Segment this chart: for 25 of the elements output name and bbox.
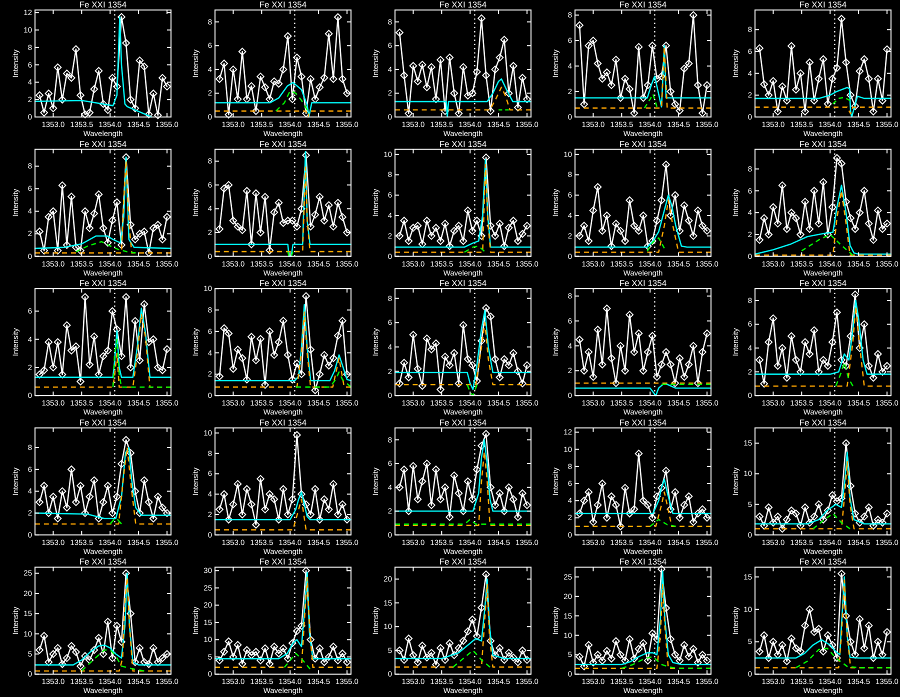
chart-title: Fe XXI 1354 <box>799 278 847 288</box>
chart-title: Fe XXI 1354 <box>799 0 847 10</box>
chart-title: Fe XXI 1354 <box>619 417 667 428</box>
chart-title: Fe XXI 1354 <box>79 417 127 428</box>
chart-title: Fe XXI 1354 <box>259 0 307 10</box>
chart-title: Fe XXI 1354 <box>79 278 127 288</box>
chart-title: Fe XXI 1354 <box>259 278 307 288</box>
chart-title: Fe XXI 1354 <box>439 278 487 288</box>
chart-title: Fe XXI 1354 <box>619 556 667 567</box>
chart-title: Fe XXI 1354 <box>799 138 847 149</box>
chart-title: Fe XXI 1354 <box>439 0 487 10</box>
chart-title: Fe XXI 1354 <box>799 417 847 428</box>
chart-title: Fe XXI 1354 <box>79 0 127 10</box>
chart-title: Fe XXI 1354 <box>259 556 307 567</box>
chart-title: Fe XXI 1354 <box>259 138 307 149</box>
chart-title: Fe XXI 1354 <box>439 138 487 149</box>
chart-title: Fe XXI 1354 <box>439 417 487 428</box>
chart-title: Fe XXI 1354 <box>619 138 667 149</box>
chart-title: Fe XXI 1354 <box>79 138 127 149</box>
chart-title: Fe XXI 1354 <box>619 0 667 10</box>
chart-title: Fe XXI 1354 <box>259 417 307 428</box>
chart-title: Fe XXI 1354 <box>619 278 667 288</box>
chart-title: Fe XXI 1354 <box>79 556 127 567</box>
chart-title: Fe XXI 1354 <box>439 556 487 567</box>
chart-title: Fe XXI 1354 <box>799 556 847 567</box>
